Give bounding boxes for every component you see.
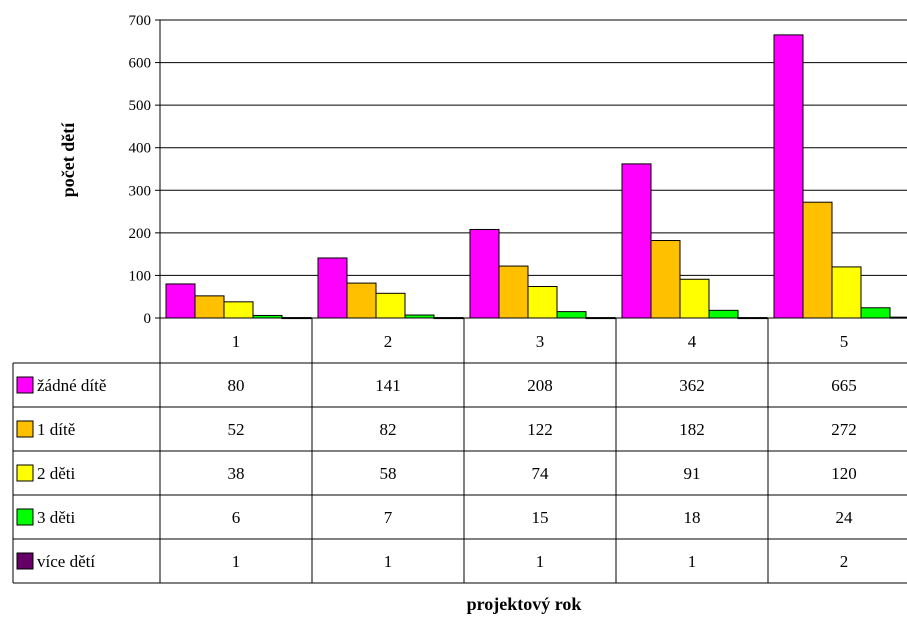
legend-label: žádné dítě <box>37 376 106 395</box>
bar <box>679 278 710 319</box>
data-label: 272 <box>831 420 857 439</box>
axes: 0 100 200 300 400 500 600 700 <box>129 13 907 327</box>
bar <box>802 201 833 319</box>
legend-swatch <box>16 420 34 438</box>
y-tick-label: 100 <box>129 268 152 284</box>
bars <box>165 34 907 320</box>
data-label: 82 <box>380 420 397 439</box>
bar <box>317 257 348 319</box>
x-axis-title: projektový rok <box>467 594 582 614</box>
data-label: 91 <box>684 464 701 483</box>
y-axis-title: počet dětí <box>58 122 78 197</box>
data-label: 38 <box>228 464 245 483</box>
bar <box>621 163 652 319</box>
bar <box>556 311 587 319</box>
y-tick-label: 200 <box>129 226 152 242</box>
data-label: 665 <box>831 376 857 395</box>
data-label: 15 <box>532 508 549 527</box>
data-label: 74 <box>532 464 550 483</box>
legend-label: 1 dítě <box>37 420 75 439</box>
legend-label: 3 děti <box>37 508 76 527</box>
data-label: 141 <box>375 376 401 395</box>
bar <box>375 292 406 319</box>
x-tick-label: 4 <box>688 332 697 351</box>
legend-label: více dětí <box>37 552 95 571</box>
x-tick-label: 3 <box>536 332 545 351</box>
bar <box>708 309 739 319</box>
legend-swatch <box>16 376 34 394</box>
bar <box>831 266 862 319</box>
data-label: 7 <box>384 508 393 527</box>
y-tick-label: 500 <box>129 98 152 114</box>
bar <box>498 265 529 319</box>
data-label: 1 <box>232 552 241 571</box>
data-label: 24 <box>836 508 854 527</box>
data-table: 1 2 3 4 5 žádné dítě 80 141 208 362 665 1 dítě 52 82 1… <box>12 318 907 584</box>
bar <box>650 240 681 319</box>
data-label: 1 <box>688 552 697 571</box>
y-tick-label: 0 <box>144 311 152 327</box>
data-label: 120 <box>831 464 857 483</box>
y-tick-label: 700 <box>129 13 152 29</box>
bar <box>223 301 254 319</box>
y-tick-label: 600 <box>129 56 152 72</box>
bar <box>346 282 377 319</box>
gridlines <box>160 19 907 276</box>
legend-swatch <box>16 552 34 570</box>
x-tick-label: 5 <box>840 332 849 351</box>
data-label: 208 <box>527 376 553 395</box>
data-label: 362 <box>679 376 705 395</box>
bar <box>165 283 196 319</box>
data-label: 52 <box>228 420 245 439</box>
x-tick-label: 2 <box>384 332 393 351</box>
data-label: 1 <box>384 552 393 571</box>
bar <box>860 307 891 319</box>
y-tick-label: 300 <box>129 183 152 199</box>
legend-swatch <box>16 464 34 482</box>
data-label: 122 <box>527 420 553 439</box>
data-label: 18 <box>684 508 701 527</box>
data-label: 182 <box>679 420 705 439</box>
data-label: 1 <box>536 552 545 571</box>
data-label: 58 <box>380 464 397 483</box>
bar <box>194 295 225 319</box>
x-tick-label: 1 <box>232 332 241 351</box>
bar <box>773 34 804 319</box>
data-label: 6 <box>232 508 241 527</box>
bar <box>527 285 558 319</box>
legend-label: 2 děti <box>37 464 76 483</box>
y-tick-label: 400 <box>129 141 152 157</box>
data-label: 2 <box>840 552 849 571</box>
legend-swatch <box>16 508 34 526</box>
data-label: 80 <box>228 376 245 395</box>
bar <box>469 228 500 319</box>
